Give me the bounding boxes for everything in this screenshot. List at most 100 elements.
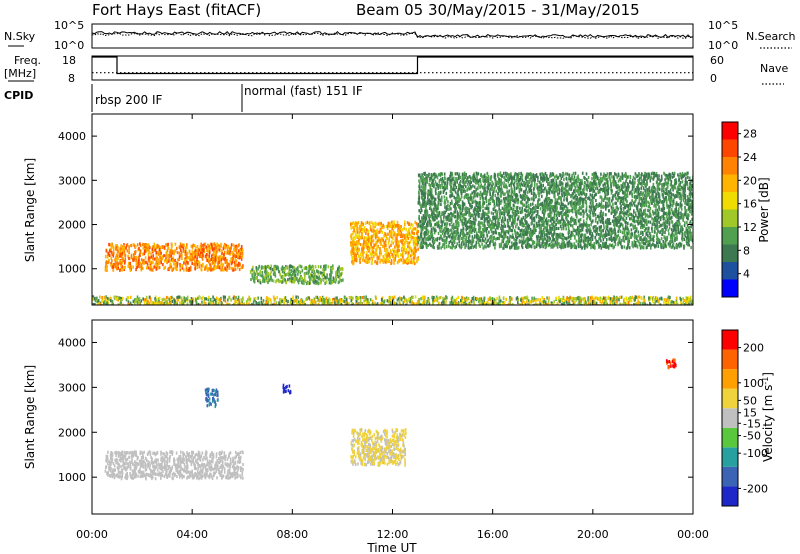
echo-cell [538, 223, 541, 227]
echo-cell [453, 188, 456, 192]
echo-cell [111, 252, 113, 256]
echo-cell [685, 215, 688, 220]
echo-cell [605, 181, 608, 185]
echo-cell [535, 209, 537, 213]
echo-cell [613, 245, 615, 249]
echo-cell [445, 215, 447, 219]
echo-cell [148, 256, 150, 260]
cpid-panel: CPID rbsp 200 IF normal (fast) 151 IF [4, 84, 363, 112]
echo-cell [563, 206, 565, 210]
echo-cell [514, 200, 517, 204]
echo-cell [264, 275, 266, 279]
echo-cell [504, 177, 506, 181]
echo-cell [355, 224, 357, 228]
echo-cell [216, 248, 218, 252]
echo-cell [431, 245, 434, 249]
echo-cell [338, 276, 341, 280]
echo-cell [196, 245, 199, 249]
echo-cell [635, 219, 638, 223]
echo-cell [299, 271, 302, 275]
echo-cell [628, 185, 630, 189]
echo-cell [147, 245, 149, 250]
echo-cell [638, 201, 640, 205]
echo-cell [161, 245, 163, 249]
echo-cell [651, 217, 653, 221]
echo-cell [485, 245, 487, 249]
echo-cell [351, 260, 353, 264]
echo-cell [682, 189, 684, 193]
echo-cell [129, 268, 132, 272]
echo-cell [438, 214, 440, 218]
echo-cell [145, 249, 147, 253]
echo-cell [237, 244, 240, 248]
echo-cell [637, 202, 640, 206]
echo-cell [376, 261, 378, 265]
echo-cell [480, 173, 482, 177]
echo-cell [166, 249, 169, 253]
echo-cell [533, 187, 535, 191]
echo-cell [365, 253, 368, 258]
echo-cell [501, 190, 504, 194]
echo-cell [584, 233, 587, 237]
echo-cell [448, 244, 450, 248]
echo-cell [684, 180, 687, 184]
echo-cell [380, 229, 382, 233]
echo-cell [611, 188, 613, 192]
echo-cell [542, 245, 544, 249]
echo-cell [376, 229, 378, 233]
echo-cell [558, 242, 560, 246]
echo-cell [159, 254, 161, 258]
echo-cell [215, 246, 218, 250]
echo-cell [185, 262, 187, 266]
echo-cell [658, 220, 660, 224]
echo-cell [571, 206, 574, 210]
echo-cell [617, 233, 620, 237]
echo-cell [361, 253, 364, 257]
echo-cell [439, 199, 442, 203]
echo-cell [118, 252, 121, 256]
echo-cell [531, 218, 533, 222]
echo-cell [431, 239, 434, 243]
echo-cell [506, 221, 509, 225]
echo-cell [473, 200, 475, 204]
echo-cell [547, 187, 550, 191]
echo-cell [625, 172, 627, 176]
echo-cell [661, 214, 663, 219]
echo-cell [577, 209, 580, 213]
echo-cell [224, 256, 227, 261]
echo-cell [508, 189, 510, 193]
echo-cell [433, 231, 436, 235]
echo-cell [511, 195, 514, 199]
echo-cell [431, 198, 433, 202]
echo-cell [265, 268, 267, 272]
echo-cell [416, 231, 418, 236]
echo-cell [673, 186, 676, 190]
echo-cell [320, 271, 322, 275]
echo-cell [577, 226, 579, 230]
echo-cell [376, 239, 379, 243]
echo-cell [611, 196, 614, 200]
echo-cell [207, 243, 209, 247]
echo-cell [520, 182, 522, 186]
echo-cell [378, 254, 381, 258]
echo-cell [385, 251, 387, 255]
echo-cell [469, 180, 471, 184]
echo-cell [649, 238, 652, 242]
echo-cell [356, 247, 359, 251]
echo-cell [622, 211, 624, 215]
echo-cell [210, 268, 212, 272]
echo-cell [588, 214, 590, 218]
echo-cell [524, 215, 527, 219]
echo-cell [422, 214, 425, 218]
echo-cell [503, 207, 505, 211]
echo-cell [689, 237, 691, 241]
echo-cell [194, 267, 196, 271]
echo-cell [139, 253, 141, 258]
echo-cell [212, 260, 214, 264]
echo-cell [630, 232, 632, 236]
echo-cell [499, 181, 501, 185]
echo-cell [623, 202, 626, 206]
echo-cell [451, 187, 453, 191]
echo-cell [611, 238, 613, 243]
echo-cell [323, 264, 325, 269]
